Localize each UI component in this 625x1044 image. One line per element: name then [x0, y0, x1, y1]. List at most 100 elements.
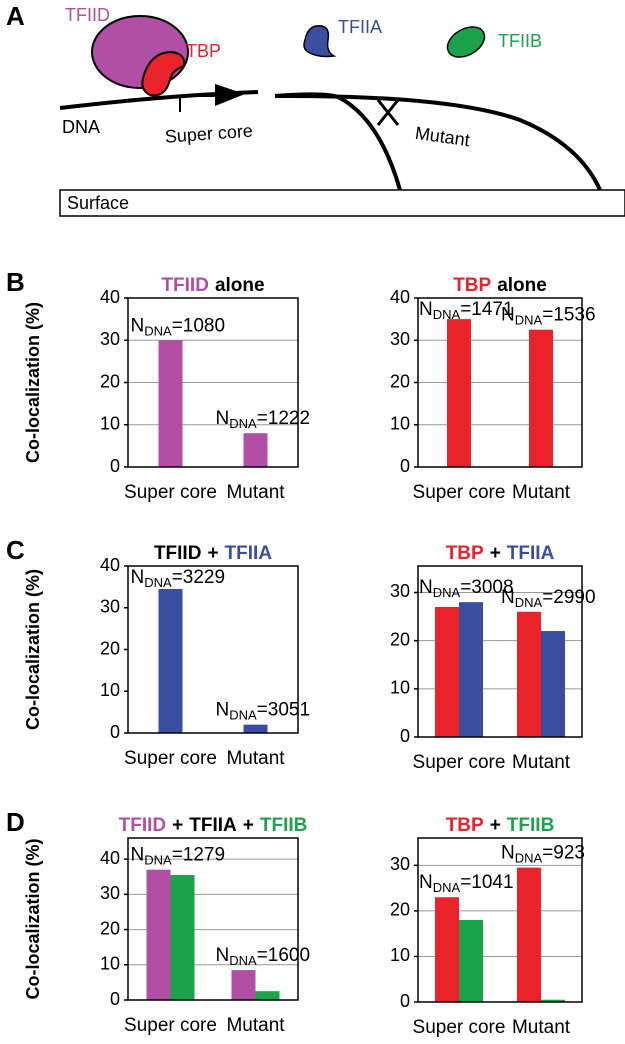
tfiia-shape — [303, 25, 337, 58]
y-tick-label: 10 — [100, 954, 120, 974]
annotation-subscript: DNA — [229, 954, 257, 969]
annotation-subscript: DNA — [433, 307, 461, 322]
x-tick-label: Super core — [124, 482, 217, 503]
y-tick-label: 10 — [100, 680, 120, 700]
y-tick-label: 20 — [390, 900, 410, 920]
chart-title: TFIID + TFIIA — [154, 543, 272, 564]
annotation-count: 1536 — [553, 305, 595, 326]
annotation-relation: = — [460, 299, 471, 320]
annotation-count: 2990 — [553, 587, 595, 608]
annotation-count: 923 — [553, 843, 585, 864]
x-tick-label: Super core — [413, 1017, 506, 1038]
title-part: TFIID — [154, 543, 202, 564]
promoter-arrow — [179, 95, 215, 112]
annotation-subscript: DNA — [144, 324, 172, 339]
label: TFIID — [65, 5, 110, 25]
y-tick-label: 20 — [100, 371, 120, 391]
annotation: NDNA=1536 — [501, 305, 596, 328]
y-tick-label: 40 — [100, 287, 120, 307]
chart-title: TFIID + TFIIA + TFIIB — [119, 815, 308, 836]
annotation-subscript: DNA — [144, 575, 172, 590]
title-part: TFIIA — [189, 815, 237, 836]
y-tick-label: 30 — [100, 883, 120, 903]
annotation: NDNA=1041 — [419, 872, 514, 895]
title-part: + — [172, 815, 183, 836]
title-part: TFIIB — [260, 815, 308, 836]
annotation-symbol: N — [501, 305, 515, 326]
annotation-count: 3051 — [268, 700, 310, 721]
x-tick-label: Mutant — [226, 482, 285, 503]
annotation: NDNA=1600 — [216, 945, 311, 968]
bar — [146, 869, 171, 1000]
x-tick-label: Super core — [124, 1015, 217, 1036]
title-part: TFIIB — [507, 815, 555, 836]
bar — [459, 920, 483, 1002]
annotation: NDNA=1471 — [419, 299, 514, 322]
bar — [529, 329, 553, 467]
annotation-relation: = — [257, 945, 268, 966]
bar — [158, 340, 183, 467]
title-part: + — [207, 543, 218, 564]
annotation-count: 1600 — [268, 945, 310, 966]
annotation-count: 1471 — [471, 299, 513, 320]
annotation-symbol: N — [131, 567, 145, 588]
y-tick-label: 20 — [100, 638, 120, 658]
bar — [255, 991, 280, 1000]
panel-a: A TFIID TBP TFIIA TFIIB DNA Super core M… — [6, 1, 625, 217]
plot-frame — [127, 837, 299, 1001]
x-tick-label: Mutant — [226, 1015, 285, 1036]
title-part: TFIIA — [225, 543, 273, 564]
bar — [158, 588, 183, 733]
chart-title: TFIID alone — [161, 275, 264, 296]
x-tick-label: Mutant — [512, 752, 571, 773]
y-tick-label: 30 — [390, 581, 410, 601]
title-part: TFIID — [119, 815, 167, 836]
y-tick-label: 20 — [390, 371, 410, 391]
annotation-subscript: DNA — [229, 708, 257, 723]
annotation-subscript: DNA — [515, 851, 543, 866]
panel-letter: B — [6, 267, 25, 297]
annotation-count: 1222 — [268, 408, 310, 429]
annotation-relation: = — [172, 315, 183, 336]
y-axis-title: Co-localization (%) — [23, 302, 43, 463]
y-tick-label: 40 — [100, 555, 120, 575]
annotation: NDNA=1080 — [131, 315, 226, 338]
surface-box — [59, 189, 625, 217]
bar — [517, 867, 541, 1002]
bar — [541, 999, 565, 1002]
annotation-subscript: DNA — [515, 313, 543, 328]
label: Super core — [164, 121, 253, 147]
y-tick-label: 0 — [110, 722, 120, 742]
plot-frame — [417, 565, 583, 738]
annotation-relation: = — [460, 577, 471, 598]
chart-title: TBP + TFIIB — [446, 815, 555, 836]
annotation: NDNA=2990 — [501, 587, 596, 610]
annotation-symbol: N — [131, 845, 145, 866]
y-tick-label: 40 — [390, 287, 410, 307]
y-tick-label: 0 — [110, 989, 120, 1009]
label: Surface — [67, 193, 129, 213]
annotation-count: 1041 — [471, 872, 513, 893]
y-tick-label: 0 — [400, 991, 410, 1011]
bar — [541, 631, 565, 737]
panel-letter: A — [6, 1, 25, 31]
title-part: TBP — [446, 543, 484, 564]
y-tick-label: 0 — [110, 456, 120, 476]
y-tick-label: 20 — [390, 629, 410, 649]
annotation-subscript: DNA — [515, 595, 543, 610]
chart-title: TBP alone — [453, 275, 547, 296]
tfiib-shape — [446, 26, 486, 58]
dna-strand — [274, 93, 602, 191]
bar — [243, 433, 268, 467]
annotation: NDNA=923 — [501, 843, 585, 866]
x-tick-label: Super core — [124, 748, 217, 769]
label: TFIIB — [498, 31, 542, 51]
bar — [243, 724, 268, 733]
y-tick-label: 30 — [390, 329, 410, 349]
annotation-symbol: N — [419, 872, 433, 893]
